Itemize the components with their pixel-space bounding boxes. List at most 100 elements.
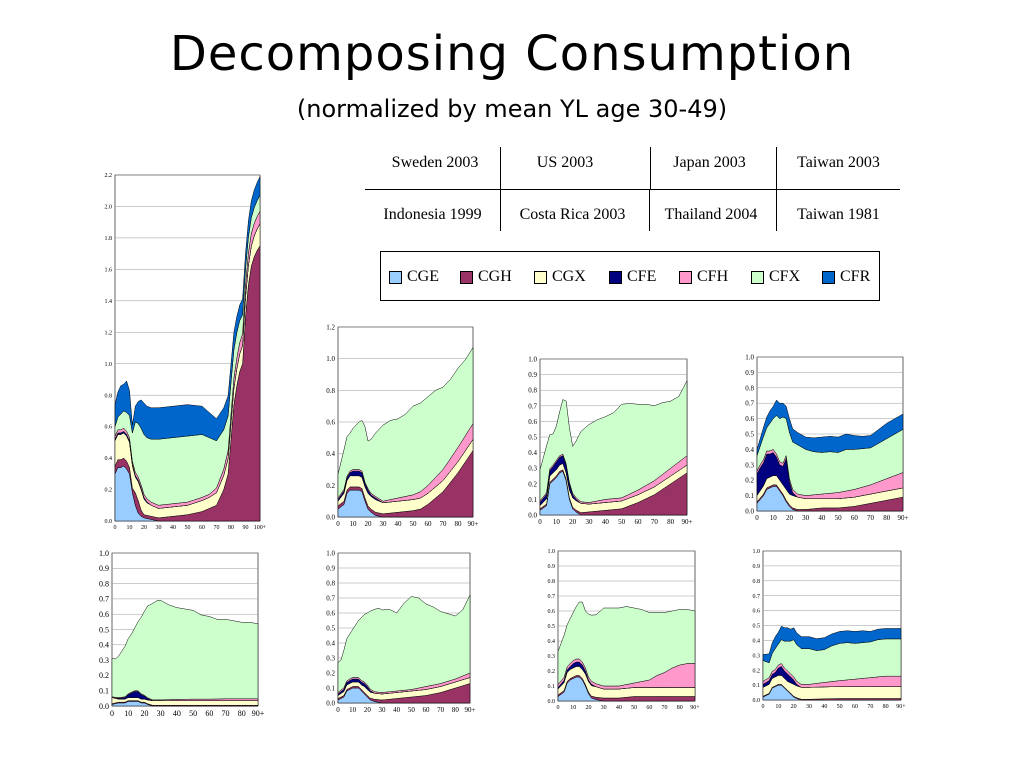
x-tick-label: 50 (185, 525, 191, 531)
y-tick-label: 0.0 (99, 702, 109, 711)
x-tick-label: 10 (350, 520, 358, 528)
table-cell-us-2003: US 2003 (536, 154, 594, 171)
y-tick-label: 0.5 (745, 430, 754, 438)
table-divider-vertical (776, 147, 777, 189)
y-tick-label: 0.7 (528, 402, 537, 410)
chart-taiwan-2003: 0.0 0.1 0.2 0.3 0.4 0.5 0.6 0.7 0.8 0.9 1.0 0 10 20 30… (745, 353, 909, 522)
y-tick-label: 0.0 (326, 699, 335, 707)
y-tick-label: 1.2 (105, 330, 113, 336)
table-cell-japan-2003: Japan 2003 (673, 154, 746, 171)
y-tick-label: 1.8 (105, 236, 113, 242)
y-tick-label: 0.5 (548, 624, 556, 630)
x-tick-label: 40 (821, 704, 827, 710)
y-tick-label: 0.1 (745, 492, 754, 500)
y-tick-label: 0.0 (548, 699, 556, 705)
legend-swatch-cfh (679, 270, 692, 284)
table-divider-vertical (500, 190, 501, 231)
x-tick-label: 60 (646, 705, 652, 711)
chart-taiwan-1981: 0.0 0.1 0.2 0.3 0.4 0.5 0.6 0.7 0.8 0.9 1.0 0 10 20 30… (753, 549, 907, 710)
x-tick-label: 0 (538, 518, 542, 526)
y-tick-label: 1.0 (326, 549, 335, 557)
legend-item-cgh: CGH (460, 268, 512, 286)
x-tick-label: 0 (762, 704, 765, 710)
legend-item-cfh: CFH (679, 268, 728, 286)
x-tick-label: 80 (238, 709, 246, 718)
y-tick-label: 0.2 (105, 488, 113, 494)
y-tick-label: 0.1 (753, 683, 761, 689)
y-tick-label: 1.0 (99, 549, 109, 558)
x-tick-label: 80 (883, 514, 891, 522)
x-tick-label: 30 (806, 704, 812, 710)
legend-label-cgh: CGH (478, 268, 512, 285)
y-tick-label: 0.3 (528, 465, 537, 473)
y-tick-label: 0.0 (528, 511, 537, 519)
x-tick-label: 40 (173, 709, 181, 718)
x-tick-label: 10 (124, 709, 132, 718)
legend-swatch-cgx (534, 270, 547, 284)
y-tick-label: 0.9 (548, 564, 556, 570)
y-tick-label: 0.2 (99, 671, 109, 680)
x-tick-label: 0 (557, 705, 560, 711)
table-cell-taiwan-1981: Taiwan 1981 (797, 206, 880, 223)
x-tick-label: 90+ (252, 709, 265, 718)
x-tick-label: 30 (380, 520, 388, 528)
x-tick-label: 80 (228, 525, 234, 531)
x-tick-label: 90+ (468, 520, 479, 528)
x-tick-label: 70 (222, 709, 230, 718)
legend-label-cfr: CFR (840, 268, 871, 285)
y-tick-label: 0.6 (105, 425, 113, 431)
x-tick-label: 70 (437, 706, 445, 714)
y-tick-label: 0.5 (528, 433, 537, 441)
x-tick-label: 90+ (896, 704, 906, 710)
y-tick-label: 0.0 (753, 698, 761, 704)
x-tick-label: 0 (336, 706, 340, 714)
y-tick-label: 0.8 (99, 579, 109, 588)
area-series-cfx (337, 347, 474, 502)
y-tick-label: 0.5 (753, 624, 761, 630)
y-tick-label: 0.6 (528, 418, 537, 426)
x-tick-label: 100+ (254, 525, 267, 531)
x-tick-label: 60 (205, 709, 213, 718)
y-tick-label: 1.0 (548, 549, 556, 555)
legend-swatch-cgh (460, 270, 473, 284)
y-tick-label: 0.4 (548, 639, 556, 645)
y-tick-label: 0.3 (745, 461, 754, 469)
y-tick-label: 0.0 (105, 519, 113, 525)
x-tick-label: 80 (883, 704, 889, 710)
x-tick-label: 50 (189, 709, 197, 718)
x-tick-label: 20 (140, 709, 148, 718)
x-tick-label: 90 (243, 525, 249, 531)
area-series-cfr (762, 625, 902, 663)
x-tick-label: 10 (775, 704, 781, 710)
y-tick-label: 0.0 (326, 513, 335, 521)
x-tick-label: 40 (818, 514, 826, 522)
y-tick-label: 0.5 (99, 625, 109, 634)
y-tick-label: 0.3 (99, 656, 109, 665)
x-tick-label: 30 (601, 705, 607, 711)
y-tick-label: 0.7 (326, 594, 335, 602)
y-tick-label: 0.5 (326, 624, 335, 632)
x-tick-label: 70 (651, 518, 659, 526)
y-tick-label: 1.0 (326, 355, 335, 363)
x-tick-label: 80 (452, 706, 460, 714)
y-tick-label: 0.3 (326, 654, 335, 662)
x-tick-label: 30 (586, 518, 594, 526)
y-tick-label: 0.1 (548, 684, 556, 690)
table-cell-sweden-2003: Sweden 2003 (391, 154, 479, 171)
x-tick-label: 20 (569, 518, 577, 526)
x-tick-label: 40 (616, 705, 622, 711)
x-tick-label: 90+ (690, 705, 700, 711)
y-tick-label: 0.7 (548, 594, 556, 600)
y-tick-label: 0.9 (326, 564, 335, 572)
x-tick-label: 50 (837, 704, 843, 710)
x-tick-label: 80 (677, 705, 683, 711)
legend-item-cge: CGE (389, 268, 439, 286)
y-tick-label: 0.2 (548, 669, 556, 675)
x-tick-label: 50 (835, 514, 843, 522)
x-tick-label: 70 (662, 705, 668, 711)
y-tick-label: 1.0 (745, 353, 754, 361)
y-tick-label: 0.1 (99, 687, 109, 696)
x-tick-label: 90+ (898, 514, 909, 522)
y-tick-label: 0.1 (528, 496, 537, 504)
x-tick-label: 70 (214, 525, 220, 531)
